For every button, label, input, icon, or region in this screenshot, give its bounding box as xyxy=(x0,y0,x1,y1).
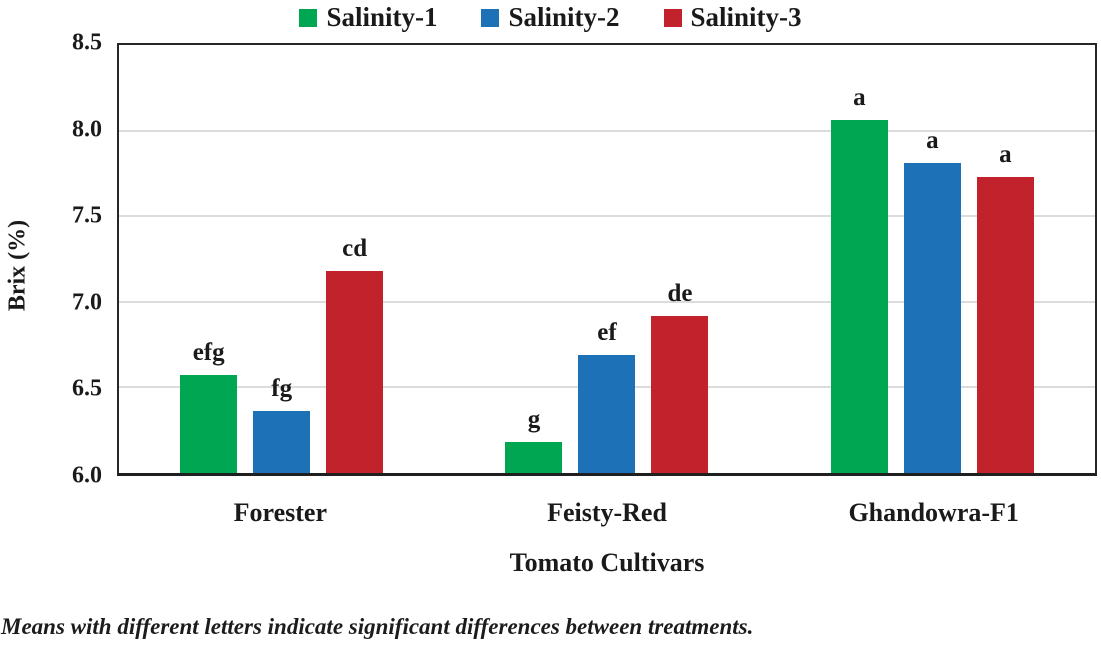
bar-group-ghandowra-f1: a a a xyxy=(770,45,1095,473)
bar-forester-salinity-3: cd xyxy=(326,235,384,473)
bar-groups: efg fg cd g ef de a a a xyxy=(119,45,1095,473)
figure-footnote: Means with different letters indicate si… xyxy=(1,614,754,639)
y-tick-label: 7.0 xyxy=(72,289,102,316)
gridline xyxy=(119,215,1095,218)
gridline xyxy=(119,300,1095,303)
significance-letter: a xyxy=(926,127,939,155)
bar-ghandowra-f1-salinity-3: a xyxy=(976,141,1034,473)
significance-letter: a xyxy=(853,84,866,112)
x-tick-label-ghandowra-f1: Ghandowra-F1 xyxy=(848,498,1019,527)
bar-feisty-red-salinity-2: ef xyxy=(578,319,636,473)
legend-item-salinity-3: Salinity-3 xyxy=(663,2,802,33)
y-tick-label: 6.5 xyxy=(72,375,102,402)
bar-forester-salinity-2: fg xyxy=(253,375,311,473)
bar-group-feisty-red: g ef de xyxy=(444,45,769,473)
significance-letter: g xyxy=(527,406,541,434)
x-tick-label-feisty-red: Feisty-Red xyxy=(547,498,667,527)
significance-letter: de xyxy=(667,279,693,307)
significance-letter: a xyxy=(999,140,1012,168)
x-tick-label-forester: Forester xyxy=(233,498,328,527)
y-tick-label: 8.0 xyxy=(72,116,102,143)
bar-ghandowra-f1-salinity-2: a xyxy=(903,127,961,473)
y-tick-label: 8.5 xyxy=(72,29,102,56)
legend-item-salinity-1: Salinity-1 xyxy=(299,2,437,33)
legend-label: Salinity-1 xyxy=(326,2,438,32)
x-axis-title: Tomato Cultivars xyxy=(509,548,705,577)
bar-ghandowra-f1-salinity-1: a xyxy=(830,84,888,473)
y-tick-label: 6.0 xyxy=(72,462,102,489)
legend-label: Salinity-3 xyxy=(690,2,802,32)
legend-item-salinity-2: Salinity-2 xyxy=(481,2,620,33)
significance-letter: ef xyxy=(597,318,617,346)
x-axis-tick-labels: Forester Feisty-Red Ghandowra-F1 xyxy=(117,498,1097,528)
y-axis-tick-labels: 6.0 6.5 7.0 7.5 8.0 8.5 xyxy=(52,30,102,489)
legend-label: Salinity-2 xyxy=(508,2,620,32)
y-tick-label: 7.5 xyxy=(72,202,102,229)
legend-swatch-icon xyxy=(481,8,500,27)
gridline xyxy=(119,129,1095,132)
significance-letter: cd xyxy=(342,234,368,262)
bar-feisty-red-salinity-1: g xyxy=(505,406,563,473)
bar-group-forester: efg fg cd xyxy=(119,45,444,473)
significance-letter: efg xyxy=(192,339,225,367)
bar-feisty-red-salinity-3: de xyxy=(651,280,709,473)
legend-swatch-icon xyxy=(299,8,318,27)
bar-forester-salinity-1: efg xyxy=(180,339,238,473)
legend-swatch-icon xyxy=(663,8,682,27)
chart-legend: Salinity-1 Salinity-2 Salinity-3 xyxy=(0,2,1101,33)
y-axis-title: Brix (%) xyxy=(4,219,31,312)
significance-letter: fg xyxy=(271,375,293,403)
plot-area: efg fg cd g ef de a a a xyxy=(117,43,1097,476)
